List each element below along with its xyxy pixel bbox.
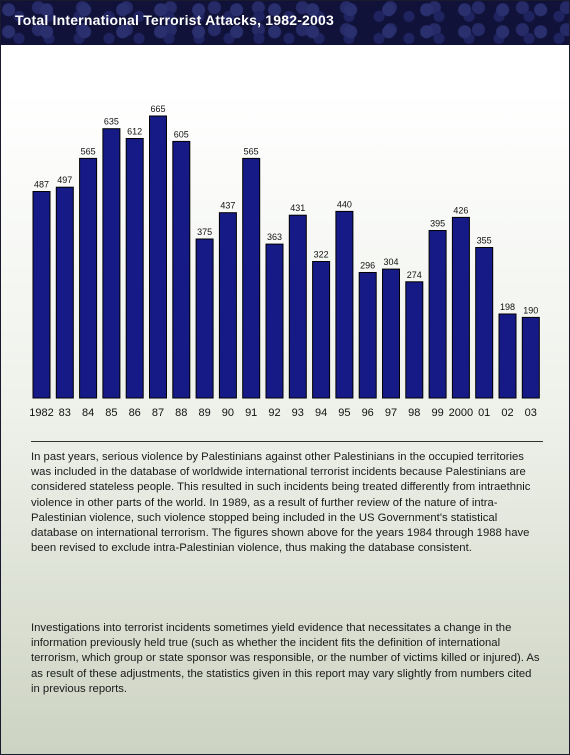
x-tick-label-99: 99 <box>431 407 443 419</box>
value-label-83: 497 <box>57 175 72 185</box>
bar-83 <box>55 186 74 399</box>
bar-98 <box>405 281 424 399</box>
x-tick-label-88: 88 <box>175 407 187 419</box>
bar-99 <box>428 230 447 399</box>
bar-02 <box>498 313 517 399</box>
x-tick-label-86: 86 <box>129 407 141 419</box>
bar-2000 <box>451 216 470 399</box>
value-label-96: 296 <box>360 261 375 271</box>
value-label-01: 355 <box>477 236 492 246</box>
bar-chart: 487 1982 497 83 565 84 635 85 612 86 665 87 605 88 375… <box>29 104 540 419</box>
value-label-95: 440 <box>337 199 352 209</box>
value-label-2000: 426 <box>453 205 468 215</box>
explanation-paragraph-1: In past years, serious violence by Pales… <box>31 451 531 555</box>
x-tick-label-96: 96 <box>362 407 374 419</box>
x-tick-label-1982: 1982 <box>29 407 53 419</box>
value-label-92: 363 <box>267 232 282 242</box>
x-tick-label-91: 91 <box>245 407 257 419</box>
value-label-85: 635 <box>104 117 119 127</box>
value-label-97: 304 <box>383 257 398 267</box>
value-label-98: 274 <box>407 270 422 280</box>
chart-title: Total International Terrorist Attacks, 1… <box>15 12 335 28</box>
x-tick-label-83: 83 <box>59 407 71 419</box>
bar-89 <box>195 238 214 399</box>
bar-95 <box>335 210 354 399</box>
value-label-86: 612 <box>127 127 142 137</box>
bar-86 <box>125 138 144 399</box>
bar-91 <box>242 157 261 399</box>
value-label-90: 437 <box>220 201 235 211</box>
bar-01 <box>475 247 494 399</box>
bar-1982 <box>32 191 51 399</box>
x-tick-label-87: 87 <box>152 407 164 419</box>
value-label-1982: 487 <box>34 180 49 190</box>
bar-03 <box>521 316 540 399</box>
x-tick-label-94: 94 <box>315 407 327 419</box>
value-label-88: 605 <box>174 129 189 139</box>
bar-85 <box>102 128 121 399</box>
x-tick-label-03: 03 <box>525 407 537 419</box>
bar-97 <box>382 268 400 399</box>
value-label-02: 198 <box>500 302 515 312</box>
x-tick-label-98: 98 <box>408 407 420 419</box>
bar-93 <box>288 214 307 399</box>
bar-88 <box>172 140 191 399</box>
x-tick-label-97: 97 <box>385 407 397 419</box>
value-label-89: 375 <box>197 227 212 237</box>
x-tick-label-85: 85 <box>105 407 117 419</box>
bar-96 <box>358 272 377 399</box>
x-tick-label-90: 90 <box>222 407 234 419</box>
x-tick-label-92: 92 <box>268 407 280 419</box>
bar-84 <box>79 157 98 399</box>
value-label-93: 431 <box>290 203 305 213</box>
value-label-84: 565 <box>81 146 96 156</box>
x-tick-label-01: 01 <box>478 407 490 419</box>
value-label-94: 322 <box>314 250 329 260</box>
bar-92 <box>265 243 284 399</box>
divider-rule <box>31 441 543 442</box>
x-tick-label-95: 95 <box>338 407 350 419</box>
x-tick-label-84: 84 <box>82 407 94 419</box>
value-label-91: 565 <box>244 146 259 156</box>
x-tick-label-2000: 2000 <box>449 407 473 419</box>
x-tick-label-89: 89 <box>198 407 210 419</box>
value-label-87: 665 <box>150 104 165 114</box>
value-label-03: 190 <box>523 305 538 315</box>
bar-94 <box>312 261 331 399</box>
bar-90 <box>218 212 237 399</box>
header-banner: Total International Terrorist Attacks, 1… <box>1 1 569 45</box>
value-label-99: 395 <box>430 219 445 229</box>
explanation-paragraph-2: Investigations into terrorist incidents … <box>31 622 540 695</box>
x-tick-label-93: 93 <box>292 407 304 419</box>
bar-87 <box>149 115 167 399</box>
x-tick-label-02: 02 <box>501 407 513 419</box>
